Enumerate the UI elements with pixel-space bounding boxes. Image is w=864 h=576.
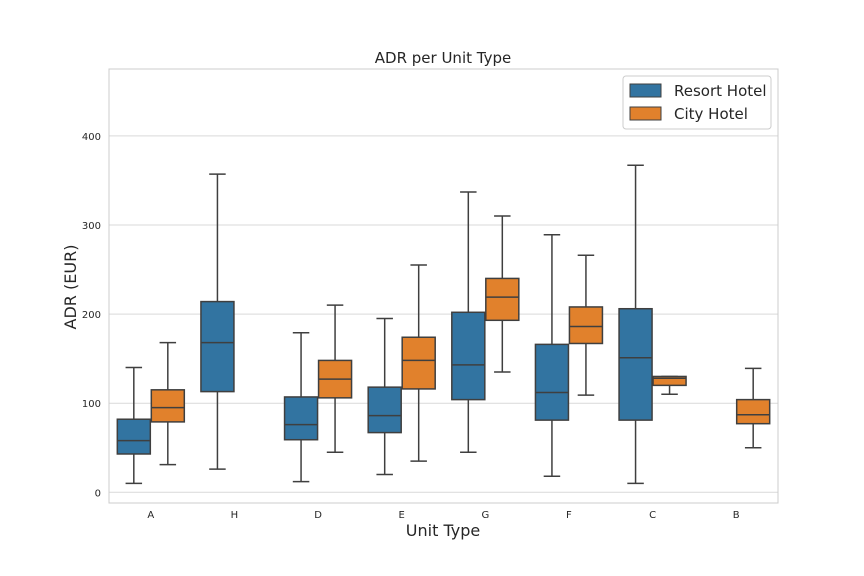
x-tick-label-a: A [147,510,154,521]
x-tick-label-h: H [231,510,239,521]
x-tick-label-f: F [566,510,572,521]
x-tick-label-c: C [649,510,656,521]
chart-title: ADR per Unit Type [375,49,511,67]
box-city-hotel-e [401,264,436,462]
x-tick-label-d: D [314,510,322,521]
iqr-box [116,418,152,455]
box-city-hotel-c [652,375,687,396]
legend-swatch-city-hotel [629,106,662,121]
box-city-hotel-g [485,215,520,373]
box-city-hotel-f [568,254,604,396]
ticks: 0 100 200 300 400 A H D E G F C B [82,132,740,521]
x-tick-label-g: G [481,510,489,521]
iqr-box [534,343,570,421]
box-resort-hotel-d [283,332,319,483]
x-axis-label: Unit Type [406,521,480,540]
iqr-box [451,311,486,401]
y-tick-label-100: 100 [82,399,101,410]
box-city-hotel-d [317,304,353,453]
plot-frame [108,68,779,504]
box-resort-hotel-g [451,191,486,453]
legend: Resort Hotel City Hotel [622,75,772,130]
y-axis-label: ADR (EUR) [61,245,80,330]
y-tick-label-200: 200 [82,310,101,321]
y-tick-label-400: 400 [82,132,101,143]
boxes [116,164,771,485]
box-resort-hotel-a [116,366,152,485]
legend-label-resort-hotel: Resort Hotel [674,82,767,100]
x-tick-label-e: E [399,510,405,521]
box-resort-hotel-f [534,234,570,478]
iqr-box [735,398,771,425]
iqr-box [283,396,319,441]
y-tick-label-300: 300 [82,221,101,232]
iqr-box [150,389,186,423]
box-resort-hotel-h [200,173,235,470]
x-tick-label-b: B [733,510,740,521]
iqr-box [652,375,687,387]
legend-swatch-resort-hotel [629,83,662,98]
iqr-box [618,307,653,421]
iqr-box [200,300,235,393]
iqr-box [568,306,604,345]
box-city-hotel-b [735,367,771,449]
iqr-box [401,336,436,390]
iqr-box [485,277,520,322]
box-city-hotel-a [150,341,186,466]
iqr-box [367,386,402,434]
y-tick-label-0: 0 [95,488,101,499]
box-resort-hotel-c [618,164,653,485]
legend-label-city-hotel: City Hotel [674,105,748,123]
box-resort-hotel-e [367,317,402,476]
